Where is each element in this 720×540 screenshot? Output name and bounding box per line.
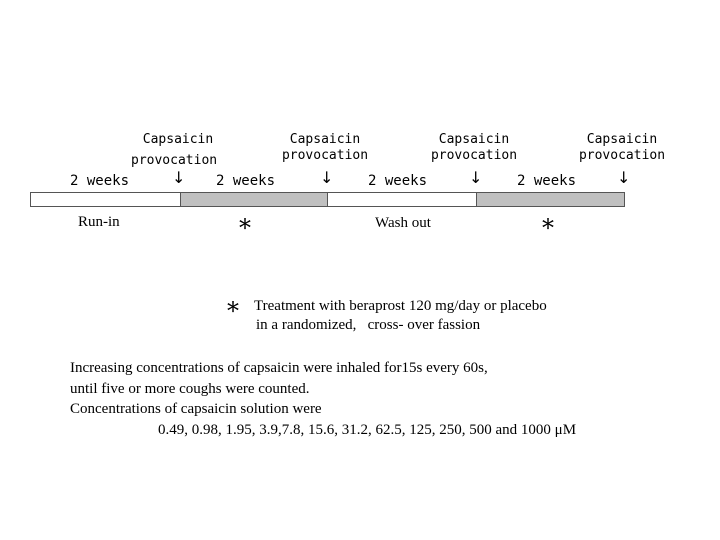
provocation-label-3: Capsaicin provocation xyxy=(424,132,524,164)
provocation-label-2-line2: provocation xyxy=(281,148,369,163)
timeline-segment-treatment-1 xyxy=(180,192,328,207)
timeline-segment-run-in xyxy=(30,192,181,207)
notes-line-1: Increasing concentrations of capsaicin w… xyxy=(70,360,488,376)
phase-label-wash-out: Wash out xyxy=(375,215,431,231)
notes-line-2: until five or more coughs were counted. xyxy=(70,381,310,397)
down-arrow-icon: ↓ xyxy=(320,168,334,187)
notes-line-3: Concentrations of capsaicin solution wer… xyxy=(70,401,322,417)
footnote-star: * xyxy=(227,297,239,325)
notes-line-4: 0.49, 0.98, 1.95, 3.9,7.8, 15.6, 31.2, 6… xyxy=(158,422,577,438)
duration-label-1: 2 weeks xyxy=(70,173,130,189)
footnote-line-1: Treatment with beraprost 120 mg/day or p… xyxy=(254,298,547,314)
provocation-label-1-line1: Capsaicin xyxy=(142,132,214,147)
provocation-label-2-line1: Capsaicin xyxy=(289,132,361,147)
phase-label-run-in: Run-in xyxy=(78,214,120,230)
provocation-label-1-line2: provocation xyxy=(131,153,218,168)
phase-star-1: * xyxy=(239,214,251,242)
down-arrow-icon: ↓ xyxy=(172,168,186,187)
provocation-label-3-line2: provocation xyxy=(430,148,518,163)
provocation-label-4-line1: Capsaicin xyxy=(586,132,658,147)
down-arrow-icon: ↓ xyxy=(469,168,483,187)
phase-star-2: * xyxy=(542,214,554,242)
provocation-label-3-line1: Capsaicin xyxy=(438,132,510,147)
provocation-label-2: Capsaicin provocation xyxy=(275,132,375,164)
duration-label-4: 2 weeks xyxy=(517,173,577,189)
duration-label-2: 2 weeks xyxy=(216,173,276,189)
timeline-segment-wash-out xyxy=(327,192,477,207)
provocation-label-4-line2: provocation xyxy=(578,148,666,163)
provocation-label-1: Capsaicin provocation xyxy=(128,132,228,169)
footnote-line-2: in a randomized, cross- over fassion xyxy=(256,317,481,333)
down-arrow-icon: ↓ xyxy=(617,168,631,187)
duration-label-3: 2 weeks xyxy=(368,173,428,189)
provocation-label-4: Capsaicin provocation xyxy=(572,132,672,164)
timeline-segment-treatment-2 xyxy=(476,192,625,207)
